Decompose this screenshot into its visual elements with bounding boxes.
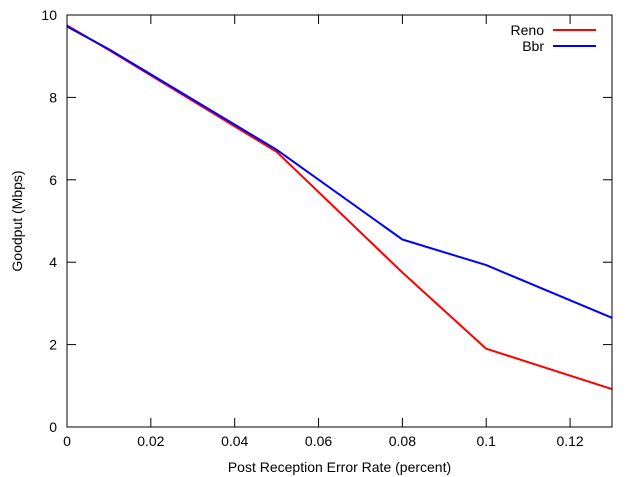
tick-labels: 0 0.02 0.04 0.06 0.08 0.1 0.12 0 2 4 6 8 10 [41,7,583,449]
x-tick-label: 0.06 [305,433,332,449]
x-tick-label: 0.12 [556,433,583,449]
x-tick-label: 0.08 [389,433,416,449]
y-axis-label: Goodput (Mbps) [9,170,25,271]
y-tick-label: 0 [49,419,57,435]
y-tick-label: 6 [49,172,57,188]
legend-label-bbr: Bbr [522,38,544,54]
y-tick-label: 4 [49,254,57,270]
axis-ticks [66,14,612,428]
plot-frame [66,14,613,428]
x-tick-label: 0 [63,433,71,449]
y-tick-label: 10 [41,7,57,23]
legend-label-reno: Reno [511,22,545,38]
x-axis-label: Post Reception Error Rate (percent) [228,459,451,475]
y-tick-label: 2 [49,337,57,353]
x-tick-label: 0.02 [137,433,164,449]
series-line-reno [66,24,613,391]
series-line-bbr [66,25,613,319]
series-lines [66,24,613,391]
x-tick-label: 0.04 [221,433,248,449]
y-tick-label: 8 [49,89,57,105]
x-tick-label: 0.1 [476,433,496,449]
